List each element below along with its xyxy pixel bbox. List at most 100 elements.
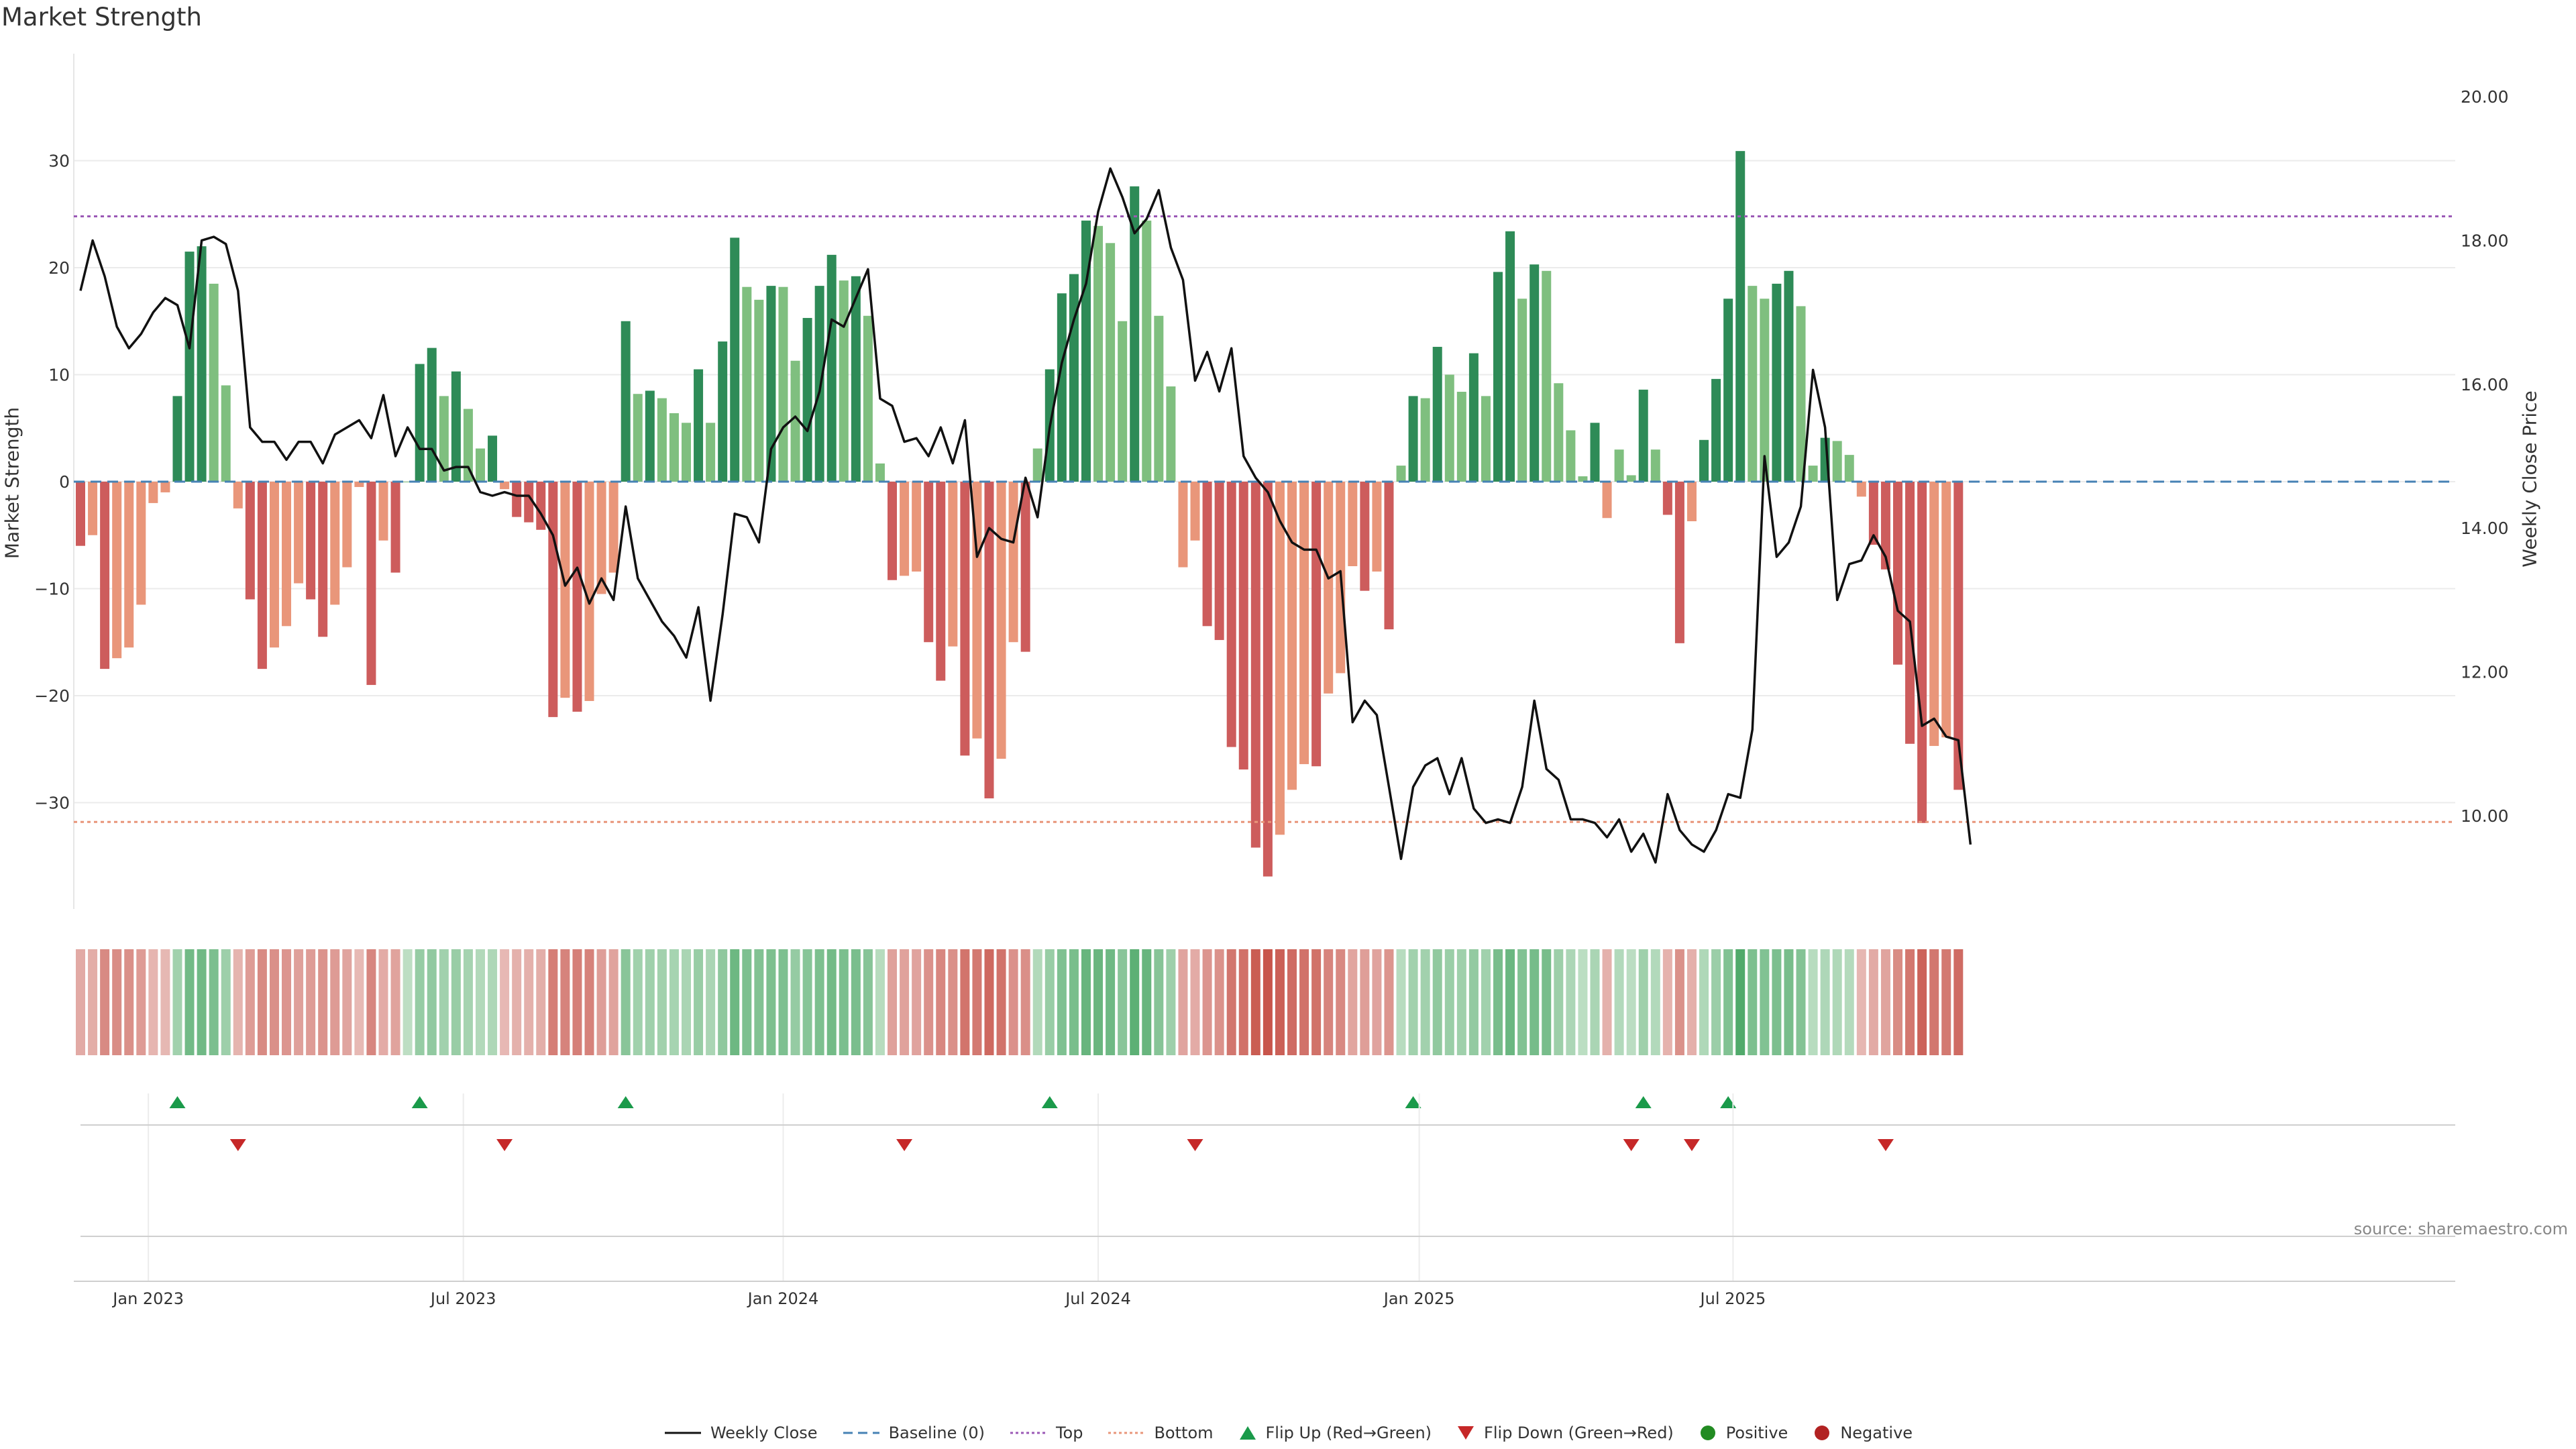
strength-bar xyxy=(633,394,643,482)
strength-bar xyxy=(1396,466,1406,482)
strength-bar xyxy=(1130,186,1140,482)
strength-bar xyxy=(1650,449,1660,482)
heatmap-cell xyxy=(1905,949,1915,1055)
strength-heatmap-strip xyxy=(76,949,1964,1055)
heatmap-cell xyxy=(1796,949,1806,1055)
heatmap-cell xyxy=(1760,949,1770,1055)
strength-bar xyxy=(184,252,195,482)
heatmap-cell xyxy=(1953,949,1964,1055)
strength-bar xyxy=(924,482,934,643)
strength-bar xyxy=(1590,423,1600,482)
legend-label-top: Top xyxy=(1055,1424,1083,1442)
heatmap-cell xyxy=(621,949,631,1055)
strength-bar xyxy=(1674,482,1684,643)
strength-bar xyxy=(354,482,364,487)
heatmap-cell xyxy=(76,949,85,1055)
y2-tick-label: 18.00 xyxy=(2461,231,2509,250)
legend-label-weekly-close: Weekly Close xyxy=(710,1424,818,1442)
y-tick-label: 10 xyxy=(48,366,70,385)
heatmap-cell xyxy=(1856,949,1866,1055)
strength-bar xyxy=(427,347,437,482)
strength-bar xyxy=(1772,283,1782,482)
legend-item-weekly-close: Weekly Close xyxy=(663,1424,818,1442)
heatmap-cell xyxy=(1057,949,1067,1055)
heatmap-cell xyxy=(1299,949,1309,1055)
flip-markers xyxy=(169,1096,1894,1151)
y2-tick-label: 16.00 xyxy=(2461,375,2509,394)
legend-label-bottom: Bottom xyxy=(1154,1424,1214,1442)
heatmap-cell xyxy=(209,949,219,1055)
heatmap-cell xyxy=(1505,949,1515,1055)
heatmap-cell xyxy=(233,949,243,1055)
strength-bar xyxy=(282,482,292,627)
heatmap-cell xyxy=(500,949,510,1055)
legend: Weekly Close Baseline (0) Top Bottom Fli… xyxy=(0,1424,2576,1442)
strength-bar xyxy=(572,482,582,712)
strength-bar xyxy=(1735,151,1746,482)
heatmap-cell xyxy=(463,949,473,1055)
heatmap-cell xyxy=(694,949,704,1055)
heatmap-cell xyxy=(1142,949,1152,1055)
x-axis: Jan 2023 Jul 2023 Jan 2024 Jul 2024 Jan 2025… xyxy=(74,1093,2455,1308)
x-tick-label: Jul 2023 xyxy=(429,1289,496,1308)
heatmap-cell xyxy=(633,949,643,1055)
heatmap-cell xyxy=(814,949,824,1055)
heatmap-cell xyxy=(1699,949,1709,1055)
heatmap-cell xyxy=(1287,949,1297,1055)
strength-bar xyxy=(1057,293,1067,482)
heatmap-cell xyxy=(1638,949,1648,1055)
heatmap-cell xyxy=(366,949,376,1055)
legend-item-top: Top xyxy=(1009,1424,1083,1442)
strength-bar xyxy=(1008,482,1018,643)
heatmap-cell xyxy=(912,949,922,1055)
heatmap-cell xyxy=(1263,949,1273,1055)
heatmap-cell xyxy=(584,949,594,1055)
heatmap-cell xyxy=(1517,949,1527,1055)
heatmap-cell xyxy=(294,949,304,1055)
strength-bar xyxy=(197,246,207,482)
strength-bar xyxy=(1311,482,1322,767)
reference-lines xyxy=(74,215,2455,823)
legend-label-flip-down: Flip Down (Green→Red) xyxy=(1484,1424,1674,1442)
heatmap-cell xyxy=(1214,949,1224,1055)
heatmap-cell xyxy=(1880,949,1890,1055)
heatmap-cell xyxy=(100,949,110,1055)
heatmap-cell xyxy=(524,949,534,1055)
y2-tick-label: 20.00 xyxy=(2461,87,2509,107)
strength-bar xyxy=(1032,448,1042,482)
heatmap-cell xyxy=(839,949,849,1055)
heatmap-cell xyxy=(1542,949,1552,1055)
flip-down-marker xyxy=(496,1139,513,1151)
strength-bar xyxy=(1154,315,1164,482)
heatmap-cell xyxy=(1578,949,1588,1055)
strength-bar xyxy=(1226,482,1236,747)
strength-bar xyxy=(1456,392,1466,482)
strength-bar xyxy=(1832,441,1842,482)
heatmap-cell xyxy=(112,949,122,1055)
heatmap-cell xyxy=(754,949,764,1055)
heatmap-cell xyxy=(148,949,158,1055)
heatmap-cell xyxy=(900,949,910,1055)
heatmap-cell xyxy=(863,949,873,1055)
heatmap-cell xyxy=(718,949,728,1055)
heatmap-cell xyxy=(1735,949,1746,1055)
heatmap-cell xyxy=(790,949,800,1055)
strength-bar xyxy=(1250,482,1260,848)
strength-bar xyxy=(475,448,485,482)
strength-bar xyxy=(936,482,946,681)
heatmap-cell xyxy=(706,949,716,1055)
strength-bar xyxy=(1566,430,1576,482)
strength-bar xyxy=(596,482,606,594)
flip-up-marker xyxy=(1635,1096,1652,1108)
strength-bar xyxy=(984,482,994,799)
strength-bar xyxy=(1748,286,1758,482)
baseline-swatch xyxy=(843,1432,879,1434)
strength-bar xyxy=(742,286,752,482)
heatmap-cell xyxy=(984,949,994,1055)
strength-bar xyxy=(1578,476,1588,482)
strength-bar xyxy=(160,482,170,492)
strength-bar xyxy=(124,482,134,648)
strength-bar xyxy=(1178,482,1188,568)
strength-bar xyxy=(1081,220,1091,482)
